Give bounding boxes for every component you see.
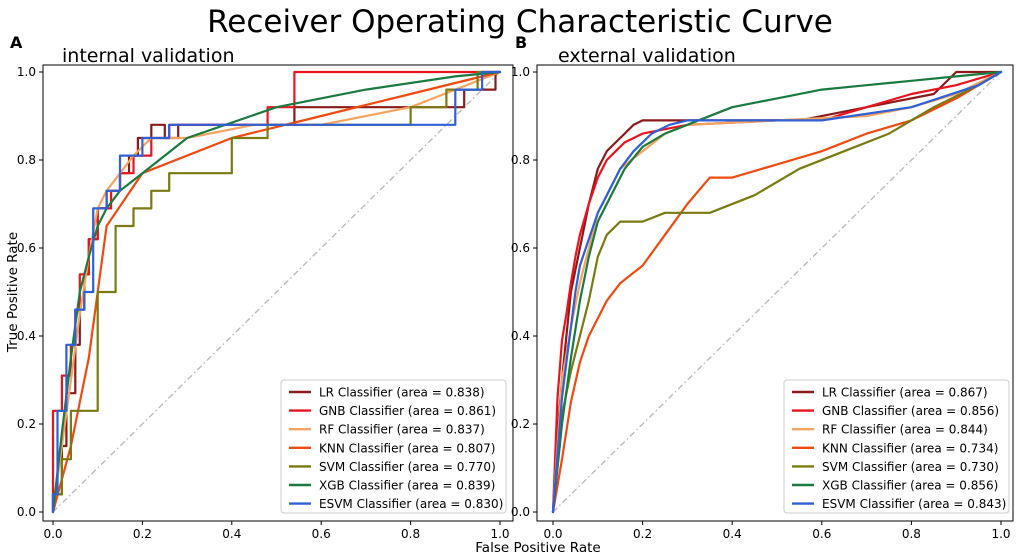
x-tick-label: 0.0 (543, 527, 562, 541)
y-tick-label: 0.2 (511, 417, 530, 431)
roc-curve-2 (551, 70, 1003, 514)
x-tick-label: 0.4 (222, 527, 241, 541)
legend-box (280, 379, 507, 514)
panel-label-b: B (515, 33, 527, 52)
legend: LR Classifier (area = 0.867) GNB Classifi… (783, 379, 1010, 514)
figure-title: Receiver Operating Characteristic Curve (207, 4, 833, 40)
axes-frame (536, 64, 1014, 522)
axes-frame (42, 64, 514, 522)
x-tick-label: 0.2 (133, 527, 152, 541)
legend-entry: LR Classifier (area = 0.838) (319, 386, 485, 400)
legend-entry: SVM Classifier (area = 0.770) (319, 460, 496, 474)
reference-line (52, 71, 501, 513)
panel-b: B external validation 0.0 0.2 0.4 0.6 0.8 1.0… (511, 33, 1014, 541)
legend-entry: ESVM Classifier (area = 0.843) (822, 497, 1006, 511)
legend-entry: RF Classifier (area = 0.844) (822, 423, 988, 437)
y-tick-label: 0.0 (511, 505, 530, 519)
panel-a: A internal validation True Positive Rate… (5, 33, 514, 541)
y-tick-label: 0.8 (511, 153, 530, 167)
legend-entry: KNN Classifier (area = 0.734) (822, 441, 998, 455)
x-axis-label: False Positive Rate (475, 540, 600, 556)
roc-curve-5 (51, 70, 502, 514)
y-tick-label: 1.0 (511, 65, 530, 79)
x-tick-label: 0.8 (401, 527, 420, 541)
y-tick-label: 0.2 (17, 417, 36, 431)
x-tick-label: 1.0 (490, 527, 509, 541)
roc-curve-7 (551, 70, 1003, 514)
reference-line (552, 71, 1002, 513)
y-tick-label: 0.6 (17, 241, 36, 255)
y-tick-label: 0.6 (511, 241, 530, 255)
x-tick-label: 0.8 (902, 527, 921, 541)
legend-entry: ESVM Classifier (area = 0.830) (319, 497, 503, 511)
plot-a: 0.0 0.2 0.4 0.6 0.8 1.0 0.0 0.2 0.4 0.6 0.8 1.0 LR C… (17, 64, 514, 541)
y-tick-label: 1.0 (17, 65, 36, 79)
legend-entry: LR Classifier (area = 0.867) (822, 386, 988, 400)
x-tick-label: 0.2 (633, 527, 652, 541)
panel-label-a: A (10, 33, 23, 52)
y-tick-label: 0.4 (511, 329, 530, 343)
y-tick-label: 0.4 (17, 329, 36, 343)
plot-b: 0.0 0.2 0.4 0.6 0.8 1.0 0.0 0.2 0.4 0.6 0.8 1.0 LR C… (511, 64, 1014, 541)
roc-curve-5 (551, 70, 1003, 514)
panel-title-a: internal validation (62, 45, 234, 67)
roc-curve-7 (51, 70, 502, 514)
legend-entry: KNN Classifier (area = 0.807) (319, 441, 495, 455)
x-tick-label: 0.6 (312, 527, 331, 541)
y-tick-label: 0.8 (17, 153, 36, 167)
legend-box (783, 379, 1010, 514)
x-tick-label: 0.6 (812, 527, 831, 541)
roc-curve-4 (551, 70, 1003, 514)
legend: LR Classifier (area = 0.838) GNB Classifi… (280, 379, 507, 514)
x-tick-label: 0.4 (723, 527, 742, 541)
legend-entry: XGB Classifier (area = 0.856) (822, 479, 998, 493)
roc-curve-6 (551, 70, 1003, 514)
legend-entry: GNB Classifier (area = 0.856) (822, 404, 999, 418)
legend-entry: GNB Classifier (area = 0.861) (319, 404, 496, 418)
legend-entry: RF Classifier (area = 0.837) (319, 423, 485, 437)
panel-title-b: external validation (558, 45, 736, 67)
y-tick-label: 0.0 (17, 505, 36, 519)
x-tick-label: 0.0 (43, 527, 62, 541)
legend-entry: SVM Classifier (area = 0.730) (822, 460, 999, 474)
roc-curve-1 (551, 70, 1003, 514)
legend-entry: XGB Classifier (area = 0.839) (319, 479, 495, 493)
y-axis-label-a: True Positive Rate (5, 232, 21, 353)
x-tick-label: 1.0 (991, 527, 1010, 541)
